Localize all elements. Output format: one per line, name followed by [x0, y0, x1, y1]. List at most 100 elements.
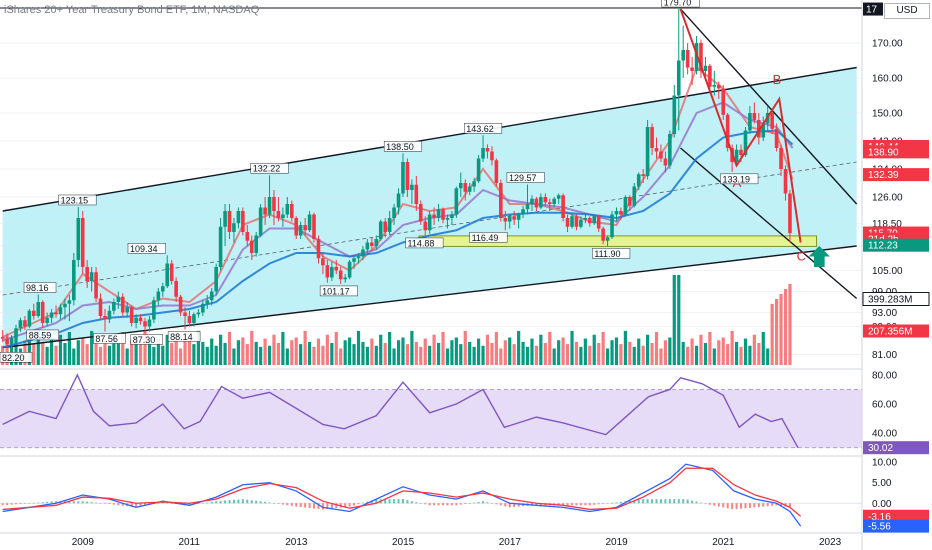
price-label: 123.15: [61, 195, 89, 205]
candle-body: [512, 216, 516, 220]
candle-body: [103, 316, 107, 320]
axis-tag-price: 138.90: [868, 147, 899, 158]
volume-bar: [236, 340, 241, 365]
candle-body: [592, 216, 597, 224]
candle-body: [694, 43, 699, 71]
candle-body: [347, 261, 352, 278]
axis-tag-price-bg: [863, 145, 929, 159]
macd-histogram-bar: [46, 501, 49, 504]
macd-histogram-bar: [241, 499, 244, 504]
candle-body: [494, 160, 499, 183]
candle-body: [205, 300, 210, 304]
macd-histogram-bar: [691, 500, 694, 504]
volume-bar: [677, 275, 681, 365]
macd-histogram-bar: [722, 503, 725, 508]
macd-histogram-bar: [206, 502, 209, 504]
volume-bar: [98, 346, 103, 365]
price-label-box: [319, 285, 358, 297]
macd-histogram-bar: [77, 501, 80, 504]
candle-body: [254, 235, 258, 253]
candle-body: [249, 240, 254, 253]
macd-histogram-bar: [157, 503, 160, 504]
candle-body: [67, 300, 72, 304]
axis-tag-volume: 207.356M: [868, 327, 912, 338]
candle-body: [63, 303, 67, 308]
candle-body: [116, 296, 121, 302]
candle-body: [423, 221, 428, 231]
macd-histogram-bar: [748, 503, 751, 508]
candle-body: [263, 207, 267, 215]
candle-body: [583, 218, 588, 220]
volume-bar: [307, 341, 312, 365]
volume-bar: [557, 340, 561, 365]
trend-line-wedge-lower: [680, 147, 858, 300]
y-tick-label: 126.00: [872, 193, 903, 204]
volume-bar: [27, 337, 31, 365]
axis-tag-volume-ma-bg: [862, 292, 930, 306]
volume-bar: [552, 348, 556, 365]
pattern-label: C: [797, 249, 806, 264]
macd-histogram-bar: [290, 503, 293, 506]
volume-bar: [356, 330, 361, 365]
macd-histogram-bar: [330, 503, 333, 509]
macd-histogram-bar: [224, 500, 227, 504]
candle-body: [490, 151, 494, 161]
candle-body: [570, 216, 574, 227]
macd-histogram-bar: [597, 503, 600, 505]
candle-body: [441, 209, 445, 220]
price-label: 98.16: [26, 283, 49, 293]
volume-bar: [663, 340, 668, 365]
volume-bar: [330, 343, 334, 365]
x-tick-label: 2019: [605, 537, 628, 548]
macd-histogram-bar: [584, 503, 587, 506]
macd-histogram-bar: [295, 503, 298, 507]
macd-histogram-bar: [593, 503, 596, 505]
volume-bar: [218, 334, 223, 365]
candle-body: [298, 225, 303, 236]
currency-button[interactable]: USD: [884, 3, 930, 19]
macd-histogram-bar: [144, 503, 147, 506]
candle-body: [76, 218, 81, 260]
volume-bar: [81, 337, 85, 365]
macd-histogram-bar: [72, 501, 75, 504]
candle-body: [721, 88, 726, 115]
price-label-box: [661, 0, 700, 8]
volume-bar: [637, 338, 641, 365]
right-axis-bg: [862, 0, 932, 550]
macd-histogram-bar: [393, 499, 396, 504]
macd-histogram-bar: [357, 503, 360, 505]
volume-bar: [232, 348, 236, 365]
volume-bar: [339, 348, 343, 365]
volume-bar: [14, 332, 18, 365]
volume-bar: [775, 299, 779, 365]
macd-histogram-bar: [615, 502, 618, 504]
volume-bar: [170, 343, 174, 365]
volume-bar: [463, 330, 467, 365]
macd-histogram-bar: [277, 503, 280, 504]
volume-bar: [227, 332, 232, 365]
axis-tag-price: 132.39: [868, 170, 899, 181]
macd-histogram-bar: [468, 503, 471, 504]
macd-histogram-bar: [232, 499, 235, 504]
candle-body: [174, 281, 178, 297]
candle-body: [539, 197, 543, 208]
volume-bar: [686, 346, 690, 365]
candle-body: [699, 43, 703, 71]
volume-bar: [605, 348, 610, 365]
price-label: 129.57: [509, 173, 537, 183]
macd-histogram-bar: [651, 499, 654, 504]
macd-histogram-bar: [130, 503, 133, 507]
price-label-box: [130, 334, 164, 345]
macd-histogram-bar: [28, 503, 31, 504]
candle-body: [258, 207, 263, 236]
volume-bar: [645, 334, 650, 365]
candle-body: [209, 291, 214, 301]
candle-body: [752, 113, 757, 120]
price-label-box: [127, 243, 166, 254]
candle-body: [623, 197, 628, 215]
macd-histogram-bar: [739, 503, 742, 509]
candle-body: [54, 312, 58, 315]
volume-bar: [263, 338, 267, 365]
candle-body: [530, 198, 534, 204]
volume-bar: [508, 337, 512, 365]
